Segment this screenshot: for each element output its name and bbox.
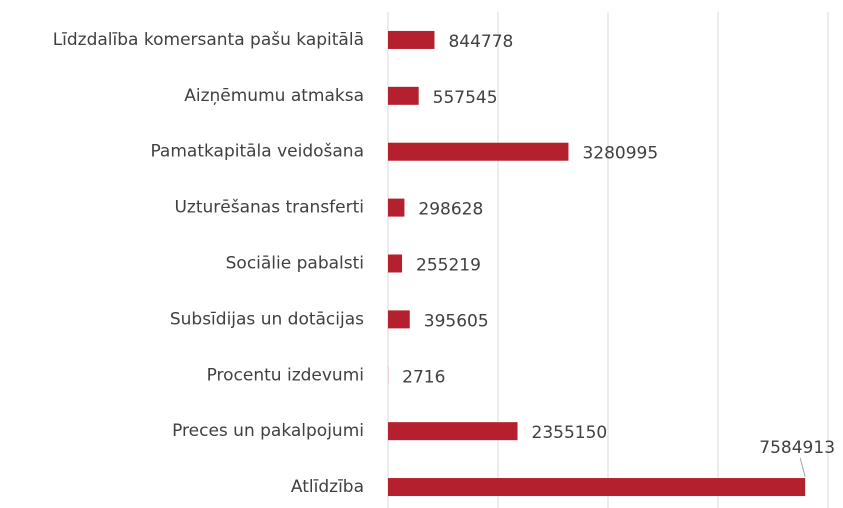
bar <box>388 422 518 441</box>
bar <box>388 142 569 161</box>
data-label: 7584913 <box>759 438 835 458</box>
leader-line <box>799 457 806 478</box>
data-label: 395605 <box>424 311 489 331</box>
data-label: 2355150 <box>532 423 608 443</box>
y-tick-label: Sociālie pabalsti <box>226 254 364 274</box>
data-label: 255219 <box>416 256 481 276</box>
bar <box>388 310 410 329</box>
y-tick-label: Pamatkapitāla veidošana <box>150 142 364 162</box>
y-tick-label: Līdzdalība komersanta pašu kapitālā <box>53 30 364 50</box>
y-tick-label: Preces un pakalpojumi <box>172 421 364 441</box>
bar <box>388 30 435 49</box>
data-label: 298628 <box>418 200 483 220</box>
bar <box>388 198 405 217</box>
data-label: 844778 <box>448 32 513 52</box>
y-tick-label: Subsīdijas un dotācijas <box>170 309 364 329</box>
data-label: 3280995 <box>582 144 658 164</box>
y-tick-label: Aizņēmumu atmaksa <box>184 86 364 106</box>
data-label: 557545 <box>433 88 498 108</box>
y-tick-label: Atlīdzība <box>291 477 364 497</box>
bar <box>388 478 806 497</box>
data-label: 2716 <box>402 367 445 387</box>
bar <box>388 254 403 273</box>
y-tick-label: Uzturēšanas transferti <box>174 198 364 218</box>
bar <box>388 86 419 105</box>
y-tick-label: Procentu izdevumi <box>207 365 364 385</box>
